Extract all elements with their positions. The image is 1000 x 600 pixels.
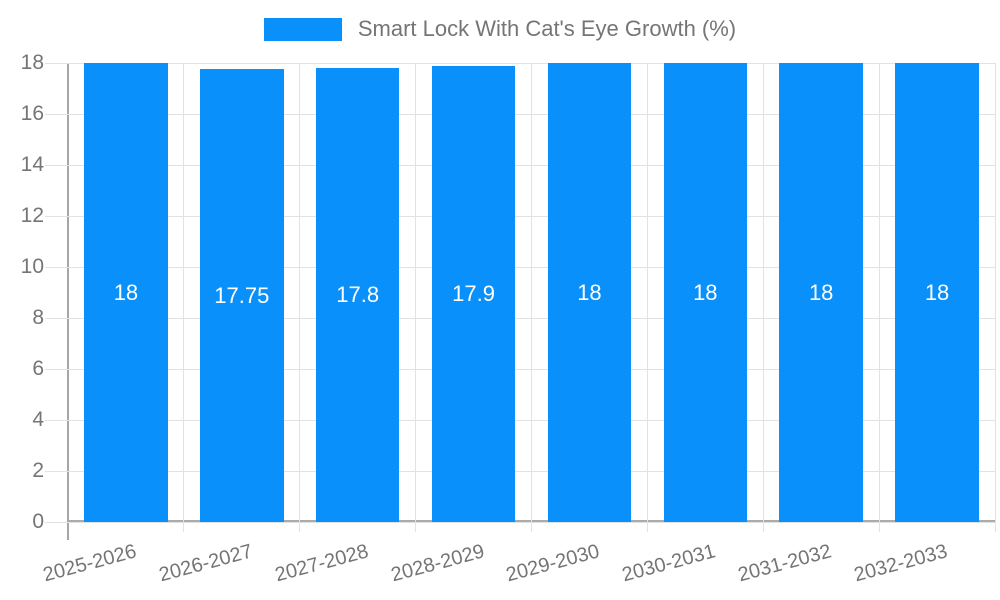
x-gridline — [531, 63, 532, 532]
bar-value-label: 17.9 — [452, 280, 495, 306]
x-gridline — [415, 63, 417, 532]
bar-value-label: 17.8 — [336, 282, 380, 308]
bar[interactable]: 18 — [895, 63, 979, 522]
bar[interactable]: 18 — [84, 63, 168, 522]
legend-swatch — [263, 17, 342, 41]
x-gridline — [646, 63, 648, 532]
bar-value-label: 18 — [808, 279, 834, 305]
bar-value-label: 18 — [113, 279, 139, 305]
bar[interactable]: 17.75 — [200, 69, 284, 522]
y-tick-label: 10 — [20, 255, 44, 278]
x-gridline — [878, 63, 880, 532]
y-tick-label: 8 — [32, 306, 44, 329]
y-gridline — [45, 164, 995, 166]
bar-value-label: 17.75 — [214, 282, 270, 308]
y-gridline — [45, 317, 995, 319]
x-gridline — [994, 63, 996, 532]
y-tick-label: 18 — [20, 51, 44, 74]
y-tick-label: 16 — [20, 102, 44, 125]
y-gridline — [45, 419, 995, 421]
bar[interactable]: 17.9 — [431, 65, 516, 522]
bar-value-label: 18 — [693, 279, 718, 305]
y-gridline — [45, 215, 995, 217]
bar[interactable]: 18 — [663, 63, 748, 522]
y-tick-label: 2 — [32, 459, 44, 482]
y-tick-label: 6 — [32, 357, 44, 380]
y-tick-label: 12 — [20, 204, 44, 227]
bar[interactable]: 17.8 — [315, 68, 400, 522]
legend[interactable]: Smart Lock With Cat's Eye Growth (%) — [0, 16, 1000, 42]
y-tick-label: 0 — [32, 510, 44, 533]
x-gridline — [183, 63, 185, 532]
y-tick-label: 14 — [20, 153, 44, 176]
bar-value-label: 18 — [924, 279, 950, 305]
y-gridline — [45, 113, 995, 115]
y-gridline — [45, 470, 995, 472]
bar[interactable]: 18 — [779, 63, 863, 522]
y-gridline — [45, 368, 995, 370]
legend-label: Smart Lock With Cat's Eye Growth (%) — [357, 16, 737, 41]
y-gridline — [45, 266, 995, 268]
bar-value-label: 18 — [577, 279, 602, 305]
x-gridline — [299, 63, 301, 532]
bar[interactable]: 18 — [547, 63, 632, 522]
x-gridline — [762, 63, 764, 532]
y-gridline — [45, 521, 995, 523]
plot-area: 0 2 4 6 8 10 12 14 16 18 18 17.75 17.8 17.9 18 18 18 18 20… — [21, 51, 996, 586]
y-gridline — [45, 62, 995, 64]
y-tick-label: 4 — [32, 408, 44, 431]
y-axis-line — [67, 63, 69, 540]
